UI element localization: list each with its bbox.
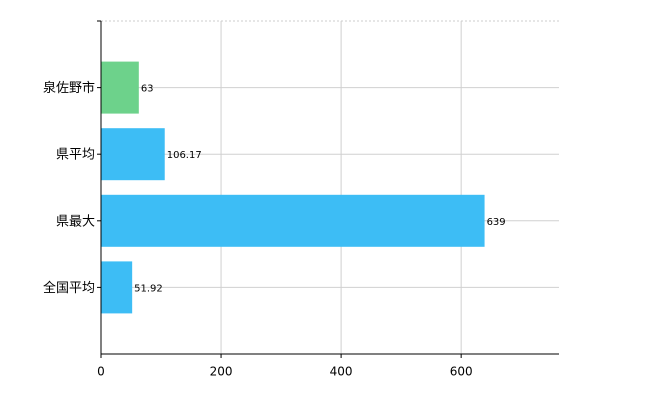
y-tick-label: 全国平均 bbox=[43, 280, 95, 296]
x-tick-label: 400 bbox=[330, 365, 353, 379]
y-tick-label: 県最大 bbox=[56, 214, 95, 229]
y-tick-label: 泉佐野市 bbox=[43, 80, 95, 96]
x-tick-label: 0 bbox=[97, 365, 105, 379]
x-tick-label: 200 bbox=[210, 365, 233, 379]
bar bbox=[101, 61, 139, 114]
value-label: 51.92 bbox=[134, 283, 163, 294]
bar bbox=[101, 261, 133, 314]
value-label: 106.17 bbox=[167, 150, 202, 161]
x-tick-label: 600 bbox=[450, 365, 473, 379]
value-label: 639 bbox=[487, 217, 506, 228]
bar bbox=[101, 128, 165, 181]
bar bbox=[101, 194, 485, 247]
value-label: 63 bbox=[141, 84, 154, 95]
y-tick-label: 県平均 bbox=[56, 148, 95, 163]
